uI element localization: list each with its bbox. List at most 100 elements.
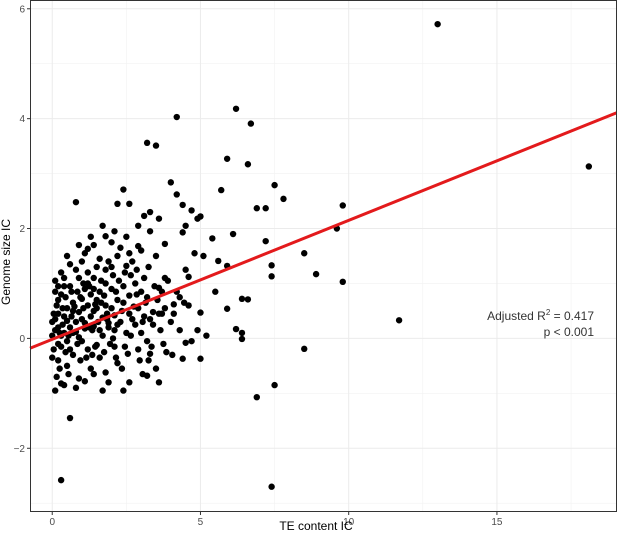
data-point <box>223 305 231 312</box>
data-point <box>75 241 83 249</box>
x-tick-label: 15 <box>491 517 503 528</box>
data-point <box>146 315 154 323</box>
data-point <box>109 335 117 342</box>
data-point <box>185 273 192 281</box>
data-point <box>108 263 115 271</box>
data-point <box>173 191 180 198</box>
data-point <box>133 291 140 298</box>
data-point <box>54 283 62 290</box>
data-point <box>50 346 57 353</box>
data-point <box>120 299 127 306</box>
data-point <box>75 375 83 382</box>
x-axis-title: TE content IC <box>279 519 353 533</box>
data-point <box>111 228 118 235</box>
data-point <box>109 272 117 279</box>
data-point <box>238 329 246 337</box>
data-point <box>97 299 105 306</box>
data-point <box>143 139 151 147</box>
data-point <box>215 257 222 265</box>
data-point <box>271 181 278 189</box>
data-point <box>74 288 81 295</box>
data-point <box>120 387 127 394</box>
data-point <box>87 313 94 320</box>
data-point <box>585 163 593 170</box>
data-point <box>72 266 80 273</box>
data-point <box>126 379 133 386</box>
data-point <box>191 250 198 257</box>
data-point <box>51 315 59 323</box>
data-point <box>68 288 75 295</box>
data-point <box>49 354 56 361</box>
data-point <box>268 262 275 269</box>
data-point <box>102 369 109 376</box>
data-point <box>96 288 103 295</box>
data-point <box>126 250 133 257</box>
data-point <box>124 350 132 357</box>
data-point <box>54 324 62 331</box>
data-point <box>54 357 62 364</box>
y-axis-title: Genome size IC <box>0 219 13 305</box>
data-point <box>102 280 109 287</box>
data-point <box>262 237 269 245</box>
data-point <box>117 244 124 251</box>
data-point <box>188 207 195 214</box>
data-point <box>60 274 68 282</box>
data-point <box>140 274 148 282</box>
adjusted-r2-annotation: Adjusted R2 = 0.417 <box>487 308 594 323</box>
data-point <box>102 233 109 240</box>
data-point <box>60 283 68 290</box>
data-point <box>152 142 160 149</box>
data-point <box>84 269 92 276</box>
data-point <box>169 351 176 359</box>
data-point <box>51 277 59 284</box>
data-point <box>149 321 157 328</box>
data-point <box>143 337 151 345</box>
data-point <box>200 252 207 260</box>
data-point <box>194 215 201 222</box>
data-point <box>126 200 133 208</box>
data-point <box>135 222 142 229</box>
data-point <box>262 205 269 212</box>
data-point <box>121 269 129 276</box>
data-point <box>90 370 97 378</box>
data-point <box>238 335 246 343</box>
data-point <box>155 215 163 222</box>
data-point <box>176 326 183 334</box>
data-point <box>212 288 219 295</box>
data-point <box>129 315 136 323</box>
data-point <box>434 20 441 28</box>
data-point <box>312 270 320 278</box>
data-point <box>72 198 80 206</box>
regression-line <box>29 111 617 350</box>
data-point <box>105 258 112 265</box>
data-point <box>132 280 139 287</box>
data-point <box>84 280 92 287</box>
data-point <box>96 354 103 361</box>
data-point <box>170 301 177 308</box>
data-point <box>99 387 106 394</box>
data-point <box>127 272 134 279</box>
adjusted-r2-superscript: 2 <box>546 308 551 317</box>
data-point <box>395 317 403 324</box>
data-point <box>232 105 240 112</box>
data-point <box>53 373 60 381</box>
data-point <box>92 343 99 350</box>
data-point <box>148 343 155 350</box>
data-point <box>80 280 87 287</box>
data-point <box>229 230 237 238</box>
data-point <box>253 393 260 401</box>
data-point <box>51 387 59 394</box>
data-point <box>126 292 133 299</box>
data-point <box>63 362 71 370</box>
data-point <box>57 291 65 298</box>
data-point <box>146 228 154 235</box>
adjusted-r2-prefix: Adjusted R <box>487 309 546 323</box>
data-point <box>238 295 246 303</box>
data-point <box>112 288 120 295</box>
data-point <box>197 309 204 316</box>
data-point <box>145 357 152 364</box>
data-point <box>244 161 252 168</box>
data-point <box>111 326 118 334</box>
data-point <box>163 348 170 356</box>
